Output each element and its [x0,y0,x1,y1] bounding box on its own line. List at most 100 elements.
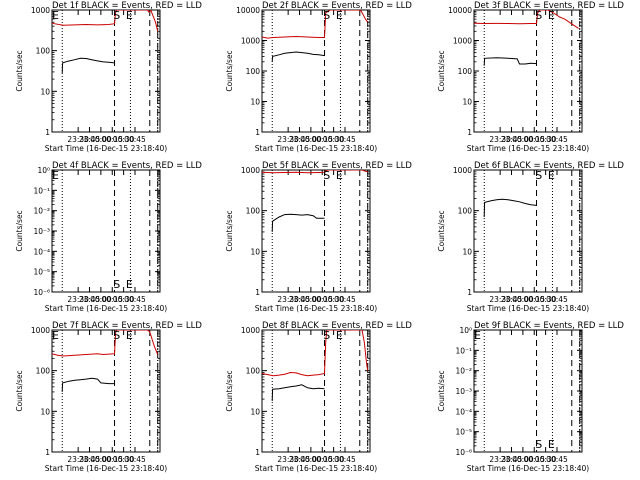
panel-title: Det 4f BLACK = Events, RED = LLD [52,161,202,171]
series-events-line [483,57,537,66]
marker-label-e: E [126,9,133,22]
panel-title: Det 8f BLACK = Events, RED = LLD [262,321,412,331]
panel-det-4: Det 4f BLACK = Events, RED = LLD 10⁻⁶ 10⁻⁵… [15,161,202,313]
y-tick-label: 10 [250,98,260,107]
x-tick-label: 00:30 [113,295,135,304]
y-tick-label: 10000 [236,6,260,15]
x-tick-label: 00:15 [523,455,545,464]
x-tick-label: 00:15 [523,295,545,304]
marker-label-e: E [548,9,555,22]
marker-label-s: S [535,438,542,451]
plot-frame [473,169,583,293]
x-tick-label: 23:30 [489,295,511,304]
panel-title: Det 5f BLACK = Events, RED = LLD [262,161,412,171]
marker-label-s: S [113,278,120,291]
x-tick-label: 00:45 [334,455,356,464]
marker-label-e: E [336,9,343,22]
marker-label-s: S [113,9,120,22]
x-tick-label: 23:45 [501,295,523,304]
panel-title: Det 7f BLACK = Events, RED = LLD [52,321,202,331]
x-axis-label: Start Time (16-Dec-15 23:18:40) [45,464,167,473]
y-tick-label: 1000 [31,6,50,15]
x-tick-label: 00:15 [101,135,123,144]
x-axis-label: Start Time (16-Dec-15 23:18:40) [467,144,589,153]
y-tick-label: 1000 [241,326,260,335]
y-tick-label: 100 [246,207,261,216]
y-axis-label: Counts/sec [437,210,446,251]
panel-det-8: Det 8f BLACK = Events, RED = LLD 1 10 100 10… [225,321,412,473]
y-tick-label: 1000 [31,326,50,335]
x-tick-label: 00:00 [90,135,112,144]
plot-frame [473,329,583,453]
panel-det-9: Det 9f BLACK = Events, RED = LLD 10⁻⁶ 10⁻⁵… [437,321,624,473]
y-tick-label: 10⁻⁵ [33,268,50,277]
marker-label-e: E [474,329,481,342]
x-tick-label: 23:45 [289,295,311,304]
x-tick-label: 00:45 [124,455,146,464]
marker-label-s: S [323,169,330,182]
y-tick-label: 100 [246,367,261,376]
x-tick-label: 00:30 [323,135,345,144]
x-tick-label: 23:30 [67,455,89,464]
plot-frame [51,9,161,133]
x-tick-label: 00:45 [546,295,568,304]
x-tick-label: 00:00 [512,295,534,304]
x-tick-label: 23:45 [79,135,101,144]
panel-det-6: Det 6f BLACK = Events, RED = LLD 1 10 100 10… [437,161,624,313]
x-axis-label: Start Time (16-Dec-15 23:18:40) [255,304,377,313]
plot-frame [51,329,161,453]
y-tick-label: 10⁻⁶ [33,288,50,297]
panel-title: Det 3f BLACK = Events, RED = LLD [474,1,624,11]
marker-label-e: E [336,329,343,342]
panel-det-1: Det 1f BLACK = Events, RED = LLD 1 10 100 10… [15,1,202,153]
y-tick-label: 100 [246,67,261,76]
y-tick-label: 100 [36,47,51,56]
x-tick-label: 00:00 [300,135,322,144]
y-tick-label: 10⁻⁶ [455,448,472,457]
y-tick-label: 10⁻¹ [455,346,472,355]
panel-det-7: Det 7f BLACK = Events, RED = LLD 1 10 100 10… [15,321,202,473]
marker-label-e: E [126,329,133,342]
x-axis-label: Start Time (16-Dec-15 23:18:40) [45,144,167,153]
y-tick-label: 10 [462,247,472,256]
y-tick-label: 100 [458,207,473,216]
y-tick-label: 10 [40,407,50,416]
series-events-line [61,57,115,74]
x-tick-label: 23:45 [289,455,311,464]
y-axis-label: Counts/sec [437,370,446,411]
x-tick-label: 00:00 [300,295,322,304]
y-tick-label: 100 [458,67,473,76]
y-axis-label: Counts/sec [15,370,24,411]
x-tick-label: 00:00 [300,455,322,464]
x-axis-label: Start Time (16-Dec-15 23:18:40) [255,464,377,473]
series-lld-line [474,10,579,29]
x-tick-label: 23:30 [277,455,299,464]
series-events-line [271,384,325,402]
y-tick-label: 10 [40,87,50,96]
x-axis-label: Start Time (16-Dec-15 23:18:40) [255,144,377,153]
marker-label-s: S [113,329,120,342]
y-tick-label: 10⁻² [33,207,50,216]
x-axis-label: Start Time (16-Dec-15 23:18:40) [45,304,167,313]
y-tick-label: 10⁻⁴ [33,247,50,256]
y-tick-label: 1 [255,128,260,137]
x-tick-label: 23:30 [489,135,511,144]
series-events-line [271,213,325,232]
x-tick-label: 00:00 [512,455,534,464]
x-tick-label: 00:15 [523,135,545,144]
y-axis-label: Counts/sec [15,210,24,251]
marker-label-e: E [548,169,555,182]
y-tick-label: 1 [467,288,472,297]
y-tick-label: 10⁻¹ [33,186,50,195]
y-tick-label: 10⁻³ [33,227,50,236]
y-tick-label: 10⁻⁵ [455,428,472,437]
marker-label-e: E [52,169,59,182]
marker-label-e: E [52,9,59,22]
marker-label-s: S [535,9,542,22]
y-tick-label: 1000 [453,166,472,175]
x-tick-label: 00:45 [546,135,568,144]
x-tick-label: 23:45 [289,135,311,144]
panel-title: Det 1f BLACK = Events, RED = LLD [52,1,202,11]
y-tick-label: 100 [36,367,51,376]
